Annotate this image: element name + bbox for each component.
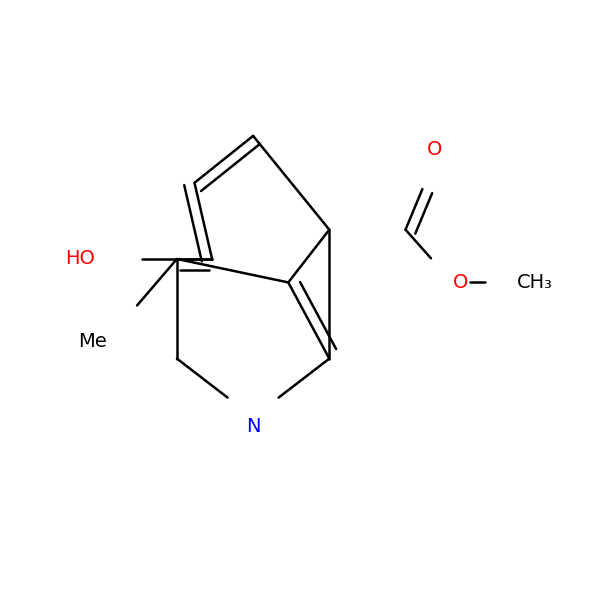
Text: O: O [452, 273, 468, 292]
Text: O: O [427, 140, 442, 160]
Text: Me: Me [78, 332, 107, 350]
Text: N: N [246, 417, 260, 436]
Text: CH₃: CH₃ [517, 273, 553, 292]
Text: HO: HO [65, 250, 95, 268]
